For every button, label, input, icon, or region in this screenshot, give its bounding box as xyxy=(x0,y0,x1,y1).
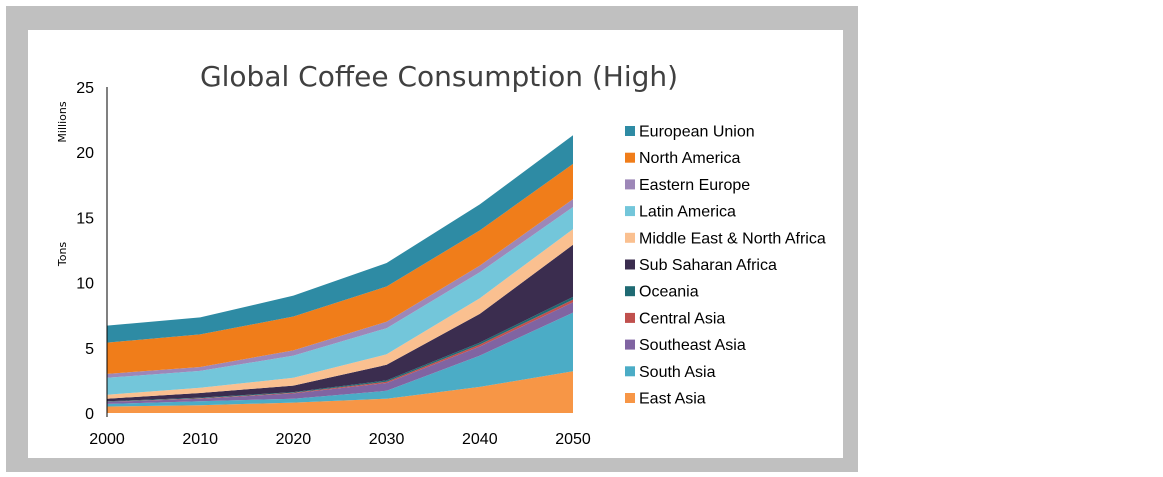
legend-label: North America xyxy=(639,150,740,167)
chart-title: Global Coffee Consumption (High) xyxy=(200,60,678,93)
y-unit-label: Millions xyxy=(56,101,69,142)
area-southeast-asia xyxy=(107,302,573,404)
area-layer xyxy=(107,135,573,413)
y-tick-label: 0 xyxy=(85,406,94,423)
area-north-america xyxy=(107,163,573,374)
legend-label: Oceania xyxy=(639,284,699,301)
legend-item-eastern-europe: Eastern Europe xyxy=(625,177,750,194)
legend-swatch xyxy=(625,206,635,217)
legend-item-east-asia: East Asia xyxy=(625,391,706,408)
legend-swatch xyxy=(625,286,635,297)
legend-label: South Asia xyxy=(639,364,716,381)
legend-item-south-asia: South Asia xyxy=(625,364,716,381)
legend-item-sub-saharan-africa: Sub Saharan Africa xyxy=(625,257,777,274)
legend-label: Central Asia xyxy=(639,310,725,327)
legend-label: Southeast Asia xyxy=(639,337,746,354)
legend-label: Middle East & North Africa xyxy=(639,230,826,247)
x-tick-label: 2030 xyxy=(369,431,405,448)
legend-label: Sub Saharan Africa xyxy=(639,257,777,274)
area-south-asia xyxy=(107,312,573,407)
legend-label: Latin America xyxy=(639,204,736,221)
area-european-union xyxy=(107,135,573,343)
legend: European Union North America Eastern Europ… xyxy=(625,124,826,408)
x-tick-label: 2010 xyxy=(182,431,218,448)
area-sub-saharan-africa xyxy=(107,244,573,402)
x-tick-label: 2050 xyxy=(555,431,591,448)
legend-item-latin-america: Latin America xyxy=(625,204,736,221)
legend-label: East Asia xyxy=(639,391,706,408)
legend-swatch xyxy=(625,312,635,323)
x-tick-label: 2000 xyxy=(89,431,125,448)
legend-swatch xyxy=(625,393,635,403)
legend-item-european-union: European Union xyxy=(625,124,755,141)
legend-item-north-america: North America xyxy=(625,150,740,167)
x-tick-label: 2020 xyxy=(276,431,312,448)
legend-item-southeast-asia: Southeast Asia xyxy=(625,337,746,354)
y-tick-labels: 0 5 10 15 20 25 xyxy=(76,80,94,423)
legend-item-oceania: Oceania xyxy=(625,284,699,301)
chart-panel: Global Coffee Consumption (High) Million… xyxy=(28,30,843,458)
chart-frame: Global Coffee Consumption (High) Million… xyxy=(6,6,858,472)
legend-swatch xyxy=(625,259,635,270)
y-tick-label: 20 xyxy=(76,145,94,162)
legend-item-middle-east-and-north-africa: Middle East & North Africa xyxy=(625,230,826,247)
legend-swatch xyxy=(625,339,635,350)
y-axis-label: Tons xyxy=(56,242,69,268)
legend-swatch xyxy=(625,152,635,163)
legend-swatch xyxy=(625,366,635,377)
stacked-area-chart: Global Coffee Consumption (High) Million… xyxy=(56,60,826,448)
legend-swatch xyxy=(625,179,635,190)
area-east-asia xyxy=(107,371,573,413)
y-tick-label: 25 xyxy=(76,80,94,97)
y-tick-label: 15 xyxy=(76,210,94,227)
legend-swatch xyxy=(625,232,635,243)
x-tick-label: 2040 xyxy=(462,431,498,448)
x-tick-labels: 2000 2010 2020 2030 2040 2050 xyxy=(89,431,591,448)
y-tick-label: 10 xyxy=(76,276,94,293)
legend-label: European Union xyxy=(639,124,755,141)
legend-label: Eastern Europe xyxy=(639,177,750,194)
legend-swatch xyxy=(625,126,635,136)
legend-item-central-asia: Central Asia xyxy=(625,310,725,327)
y-tick-label: 5 xyxy=(85,341,94,358)
area-latin-america xyxy=(107,207,573,395)
